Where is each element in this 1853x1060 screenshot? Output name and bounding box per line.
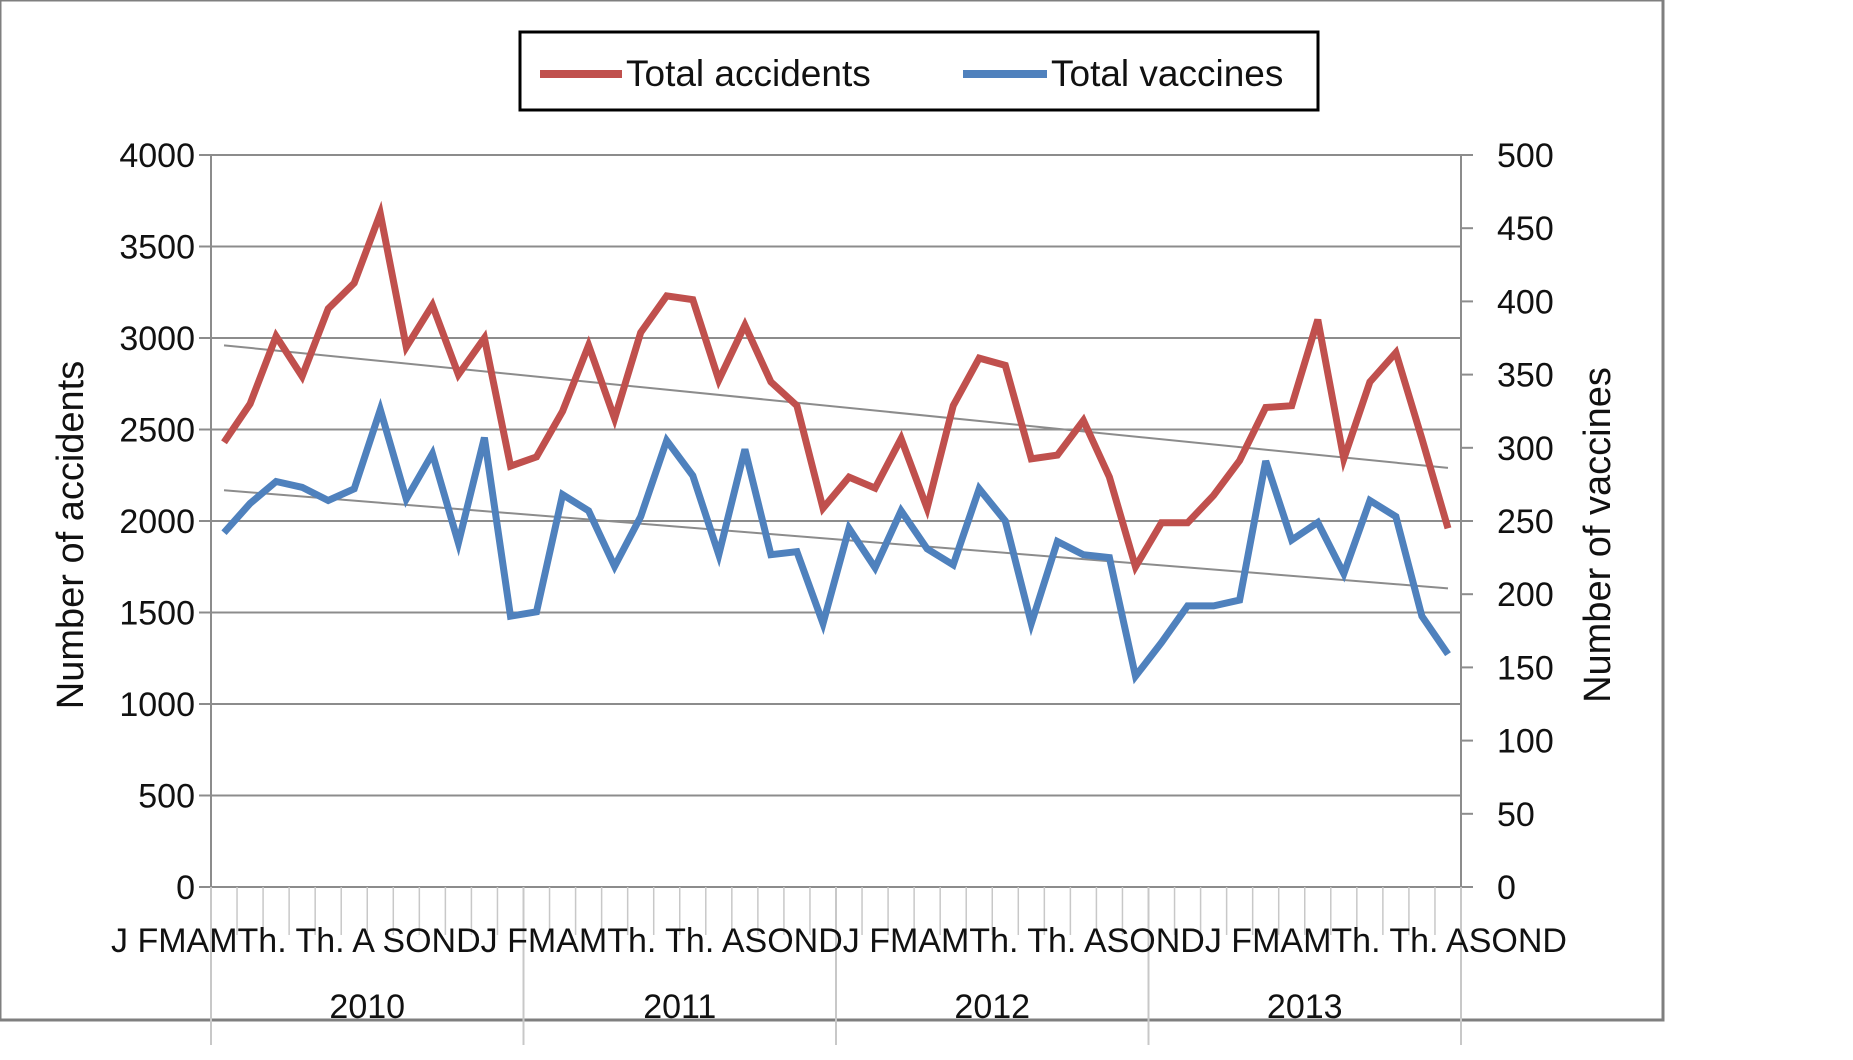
legend: Total accidents Total vaccines (518, 30, 1320, 112)
right-tick-label: 50 (1497, 796, 1535, 834)
right-tick-label: 0 (1497, 869, 1516, 907)
left-tick-label: 3500 (119, 229, 195, 267)
right-tick-label: 450 (1497, 210, 1554, 248)
right-tick-label: 400 (1497, 283, 1554, 321)
y-axis-title-left: Number of accidents (50, 361, 92, 710)
legend-label-vaccines: Total vaccines (1051, 53, 1283, 94)
year-label: 2012 (954, 988, 1030, 1026)
x-axis-month-labels: J FMAMTh. Th. A SONDJ FMAMTh. Th. ASONDJ… (111, 922, 1567, 960)
left-tick-label: 0 (176, 869, 195, 907)
right-tick-label: 150 (1497, 649, 1554, 687)
series-lines (221, 200, 1452, 685)
right-tick-label: 300 (1497, 430, 1554, 468)
year-label: 2010 (329, 988, 405, 1026)
right-tick-label: 500 (1497, 137, 1554, 175)
right-axis-ticks: 0 50 100 150 200 250 300 350 400 450 500 (1461, 137, 1554, 907)
series-line-vaccines (221, 397, 1451, 685)
y-axis-title-right: Number of vaccines (1577, 367, 1619, 703)
x-axis-categories: 2010 2011 2012 2013 (210, 887, 1462, 1045)
left-tick-label: 2000 (119, 503, 195, 541)
year-label: 2011 (643, 988, 716, 1026)
right-tick-label: 250 (1497, 503, 1554, 541)
legend-label-accidents: Total accidents (626, 53, 871, 94)
left-tick-label: 2500 (119, 412, 195, 450)
left-axis-ticks: 0 500 1000 1500 2000 2500 3000 3500 4000 (119, 137, 211, 907)
right-tick-label: 200 (1497, 576, 1554, 614)
year-label: 2013 (1267, 988, 1343, 1026)
left-tick-label: 1500 (119, 595, 195, 633)
left-tick-label: 3000 (119, 320, 195, 358)
left-tick-label: 1000 (119, 686, 195, 724)
chart-frame (0, 0, 1665, 1022)
legend-box (518, 30, 1320, 112)
left-tick-label: 4000 (119, 137, 195, 175)
left-tick-label: 500 (138, 778, 195, 816)
right-tick-label: 350 (1497, 357, 1554, 395)
right-tick-label: 100 (1497, 723, 1554, 761)
series-line-accidents (221, 200, 1452, 576)
